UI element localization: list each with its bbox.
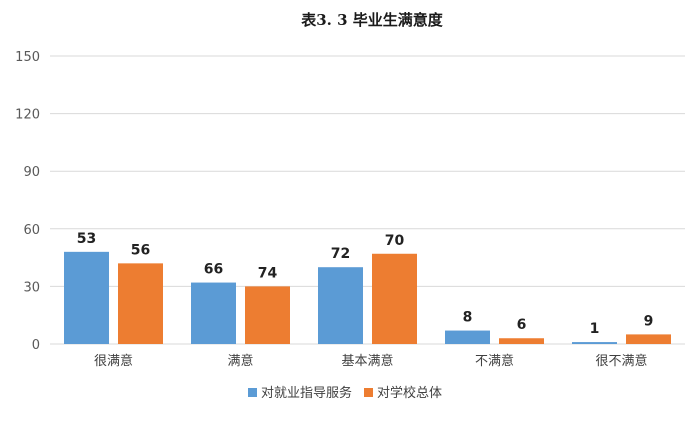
x-category-label: 满意 — [227, 353, 253, 369]
bar-guidance-3 — [445, 330, 490, 344]
bar-overall-2 — [372, 253, 417, 344]
x-axis-categories: 很满意 满意 基本满意 不满意 很不满意 — [94, 353, 648, 369]
bar-overall-1 — [245, 286, 290, 344]
y-tick-label: 120 — [15, 108, 40, 123]
bar-guidance-4 — [572, 342, 617, 344]
chart-title: 表3. 3 毕业生满意度 — [301, 11, 444, 29]
data-label: 70 — [385, 233, 405, 249]
legend-swatch-1 — [364, 388, 373, 397]
y-tick-label: 60 — [23, 223, 40, 238]
y-tick-label: 0 — [32, 338, 40, 353]
data-labels: 53 56 66 74 72 70 8 6 1 9 — [77, 231, 654, 337]
x-category-label: 很不满意 — [595, 353, 647, 369]
legend-label-0: 对就业指导服务 — [261, 385, 352, 401]
x-category-label: 基本满意 — [341, 353, 393, 369]
x-category-label: 不满意 — [475, 353, 514, 369]
data-label: 72 — [331, 246, 350, 262]
y-tick-label: 30 — [23, 280, 40, 295]
y-axis-ticks: 0 30 60 90 120 150 — [15, 50, 40, 353]
bars — [64, 251, 671, 344]
data-label: 53 — [77, 231, 96, 247]
data-label: 74 — [258, 265, 278, 281]
bar-guidance-0 — [64, 251, 109, 344]
data-label: 6 — [517, 317, 527, 333]
legend-label-1: 对学校总体 — [377, 385, 442, 401]
data-label: 66 — [204, 262, 223, 278]
data-label: 9 — [644, 313, 654, 329]
y-tick-label: 150 — [15, 50, 40, 65]
bar-overall-3 — [499, 338, 544, 344]
y-tick-label: 90 — [23, 165, 40, 180]
bar-guidance-1 — [191, 282, 236, 344]
data-label: 1 — [590, 321, 600, 337]
data-label: 8 — [463, 310, 473, 326]
x-category-label: 很满意 — [94, 353, 133, 369]
bar-guidance-2 — [318, 267, 363, 344]
bar-overall-4 — [626, 334, 671, 344]
data-label: 56 — [131, 242, 150, 258]
legend-swatch-0 — [248, 388, 257, 397]
bar-overall-0 — [118, 263, 163, 344]
legend: 对就业指导服务 对学校总体 — [248, 385, 442, 401]
